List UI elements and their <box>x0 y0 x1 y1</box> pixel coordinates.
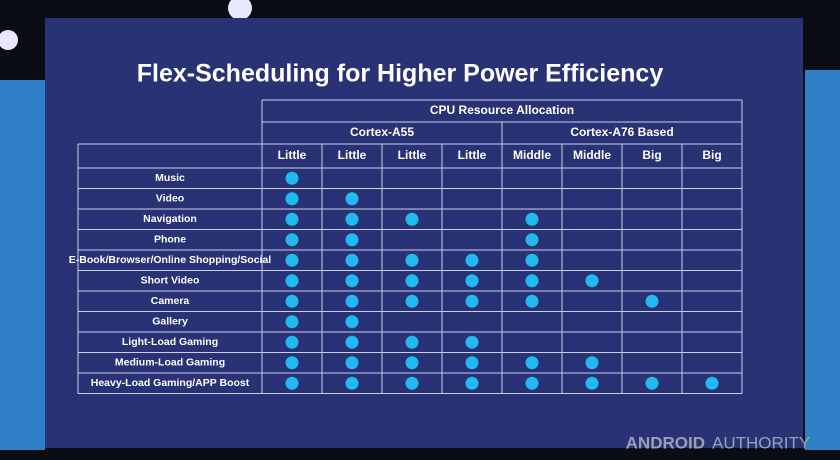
slide <box>45 18 803 448</box>
watermark: AUTHORITY <box>712 433 810 452</box>
allocation-dot <box>465 376 479 390</box>
allocation-dot <box>285 253 299 267</box>
column-header: Little <box>398 148 427 162</box>
allocation-dot <box>345 294 359 308</box>
row-label: Short Video <box>141 275 200 287</box>
allocation-dot <box>585 376 599 390</box>
row-label: Navigation <box>143 213 197 225</box>
row-label: Medium-Load Gaming <box>115 357 225 369</box>
allocation-dot <box>285 294 299 308</box>
allocation-dot <box>465 253 479 267</box>
allocation-dot <box>525 376 539 390</box>
row-label: Camera <box>151 295 190 307</box>
allocation-dot <box>285 315 299 329</box>
allocation-dot <box>645 294 659 308</box>
allocation-dot <box>585 356 599 370</box>
watermark: ANDROID <box>626 433 705 452</box>
row-label: Light-Load Gaming <box>122 336 218 348</box>
allocation-dot <box>345 315 359 329</box>
allocation-dot <box>585 274 599 288</box>
allocation-dot <box>345 212 359 226</box>
stage-light <box>228 0 252 20</box>
allocation-dot <box>405 356 419 370</box>
allocation-dot <box>285 274 299 288</box>
allocation-dot <box>525 253 539 267</box>
stage-light <box>0 30 18 50</box>
allocation-dot <box>345 233 359 247</box>
allocation-dot <box>645 376 659 390</box>
allocation-dot <box>465 274 479 288</box>
allocation-dot <box>465 356 479 370</box>
allocation-dot <box>405 294 419 308</box>
row-label: Music <box>155 172 185 184</box>
allocation-dot <box>405 376 419 390</box>
allocation-dot <box>285 376 299 390</box>
allocation-dot <box>405 212 419 226</box>
allocation-dot <box>345 192 359 206</box>
allocation-dot <box>285 233 299 247</box>
column-header: Little <box>458 148 487 162</box>
allocation-dot <box>525 233 539 247</box>
allocation-dot <box>285 212 299 226</box>
allocation-dot <box>285 192 299 206</box>
column-header: Big <box>702 148 721 162</box>
allocation-dot <box>405 253 419 267</box>
super-header: CPU Resource Allocation <box>430 103 574 117</box>
allocation-dot <box>705 376 719 390</box>
allocation-dot <box>285 356 299 370</box>
allocation-dot <box>285 171 299 185</box>
allocation-dot <box>345 356 359 370</box>
row-label: Phone <box>154 234 186 246</box>
allocation-dot <box>525 356 539 370</box>
column-header: Little <box>278 148 307 162</box>
row-label: Gallery <box>152 316 188 328</box>
allocation-dot <box>345 376 359 390</box>
row-label: Heavy-Load Gaming/APP Boost <box>91 377 250 389</box>
allocation-dot <box>525 294 539 308</box>
group-header: Cortex-A55 <box>350 125 414 139</box>
allocation-dot <box>525 274 539 288</box>
column-header: Little <box>338 148 367 162</box>
side-screen-right <box>805 70 840 450</box>
allocation-dot <box>405 335 419 349</box>
row-label: E-Book/Browser/Online Shopping/Social <box>69 254 272 266</box>
allocation-dot <box>465 294 479 308</box>
column-header: Big <box>642 148 661 162</box>
table: CPU Resource Allocation Cortex-A55 Cortex-… <box>69 99 743 394</box>
slide-title: Flex-Scheduling for Higher Power Efficie… <box>137 60 664 88</box>
allocation-dot <box>345 253 359 267</box>
column-header: Middle <box>573 148 611 162</box>
allocation-dot <box>345 274 359 288</box>
row-label: Video <box>156 193 184 205</box>
allocation-dot <box>345 335 359 349</box>
allocation-dot <box>285 335 299 349</box>
allocation-dot <box>465 335 479 349</box>
group-header: Cortex-A76 Based <box>570 125 673 139</box>
side-screen-left <box>0 80 45 450</box>
allocation-dot <box>525 212 539 226</box>
allocation-dot <box>405 274 419 288</box>
column-header: Middle <box>513 148 551 162</box>
